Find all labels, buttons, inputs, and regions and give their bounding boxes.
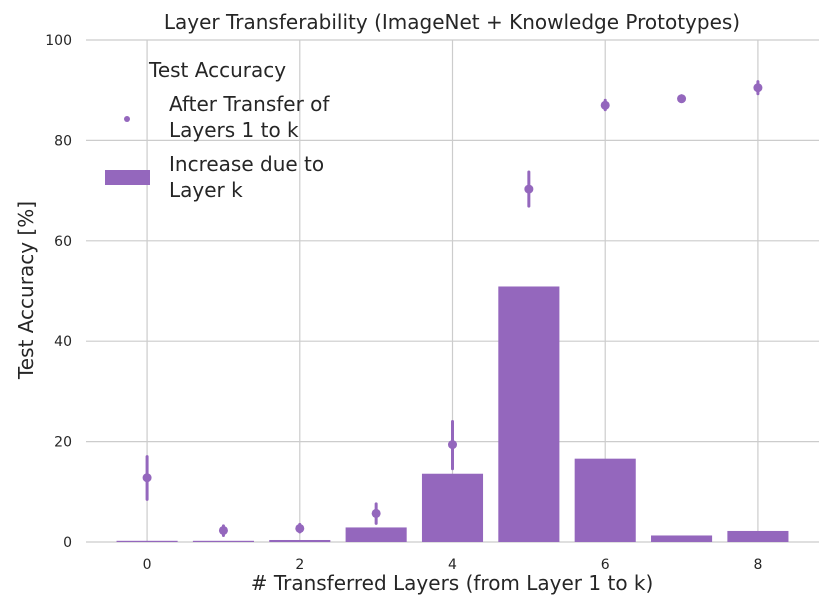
bar-3 <box>345 527 407 542</box>
point-8 <box>753 83 763 93</box>
legend: Test Accuracy After Transfer of Layers 1… <box>105 58 330 202</box>
point-5 <box>524 184 534 194</box>
legend-title: Test Accuracy <box>148 58 286 82</box>
x-tick-label-1: 2 <box>295 557 304 573</box>
point-4 <box>448 440 457 450</box>
legend-label-bars-line2: Layer k <box>169 178 243 202</box>
points <box>142 80 763 537</box>
bar-2 <box>269 539 331 542</box>
x-tick-label-4: 8 <box>753 557 762 573</box>
y-tick-label-3: 60 <box>54 234 72 250</box>
legend-label-bars-line1: Increase due to <box>169 152 324 176</box>
chart-title: Layer Transferability (ImageNet + Knowle… <box>164 10 740 34</box>
bars <box>116 286 789 542</box>
point-6 <box>600 100 610 110</box>
point-7 <box>677 94 687 104</box>
point-2 <box>295 523 305 533</box>
point-1 <box>218 525 228 535</box>
x-axis-label: # Transferred Layers (from Layer 1 to k) <box>251 571 654 595</box>
y-ticks: 0 20 40 60 80 100 <box>45 33 72 551</box>
y-tick-label-5: 100 <box>45 33 72 49</box>
bar-8 <box>727 530 789 542</box>
legend-marker-bars <box>105 170 150 185</box>
bar-6 <box>574 458 636 542</box>
bar-4 <box>421 473 484 542</box>
y-tick-label-1: 20 <box>54 435 72 451</box>
y-axis-label: Test Accuracy [%] <box>14 201 38 380</box>
bar-5 <box>498 286 560 542</box>
x-ticks: 0 2 4 6 8 <box>143 557 763 573</box>
x-tick-label-3: 6 <box>601 557 610 573</box>
bar-7 <box>651 535 713 542</box>
y-tick-label-0: 0 <box>63 535 72 551</box>
bar-0 <box>116 540 178 542</box>
legend-marker-points <box>124 116 130 122</box>
grid <box>86 39 819 543</box>
legend-label-points-line2: Layers 1 to k <box>169 118 299 142</box>
bar-1 <box>192 540 254 542</box>
x-tick-label-0: 0 <box>143 557 152 573</box>
y-tick-label-2: 40 <box>54 334 72 350</box>
y-tick-label-4: 80 <box>54 133 72 149</box>
point-0 <box>142 473 152 483</box>
point-3 <box>371 508 381 518</box>
legend-label-points-line1: After Transfer of <box>169 92 330 116</box>
x-tick-label-2: 4 <box>448 557 457 573</box>
